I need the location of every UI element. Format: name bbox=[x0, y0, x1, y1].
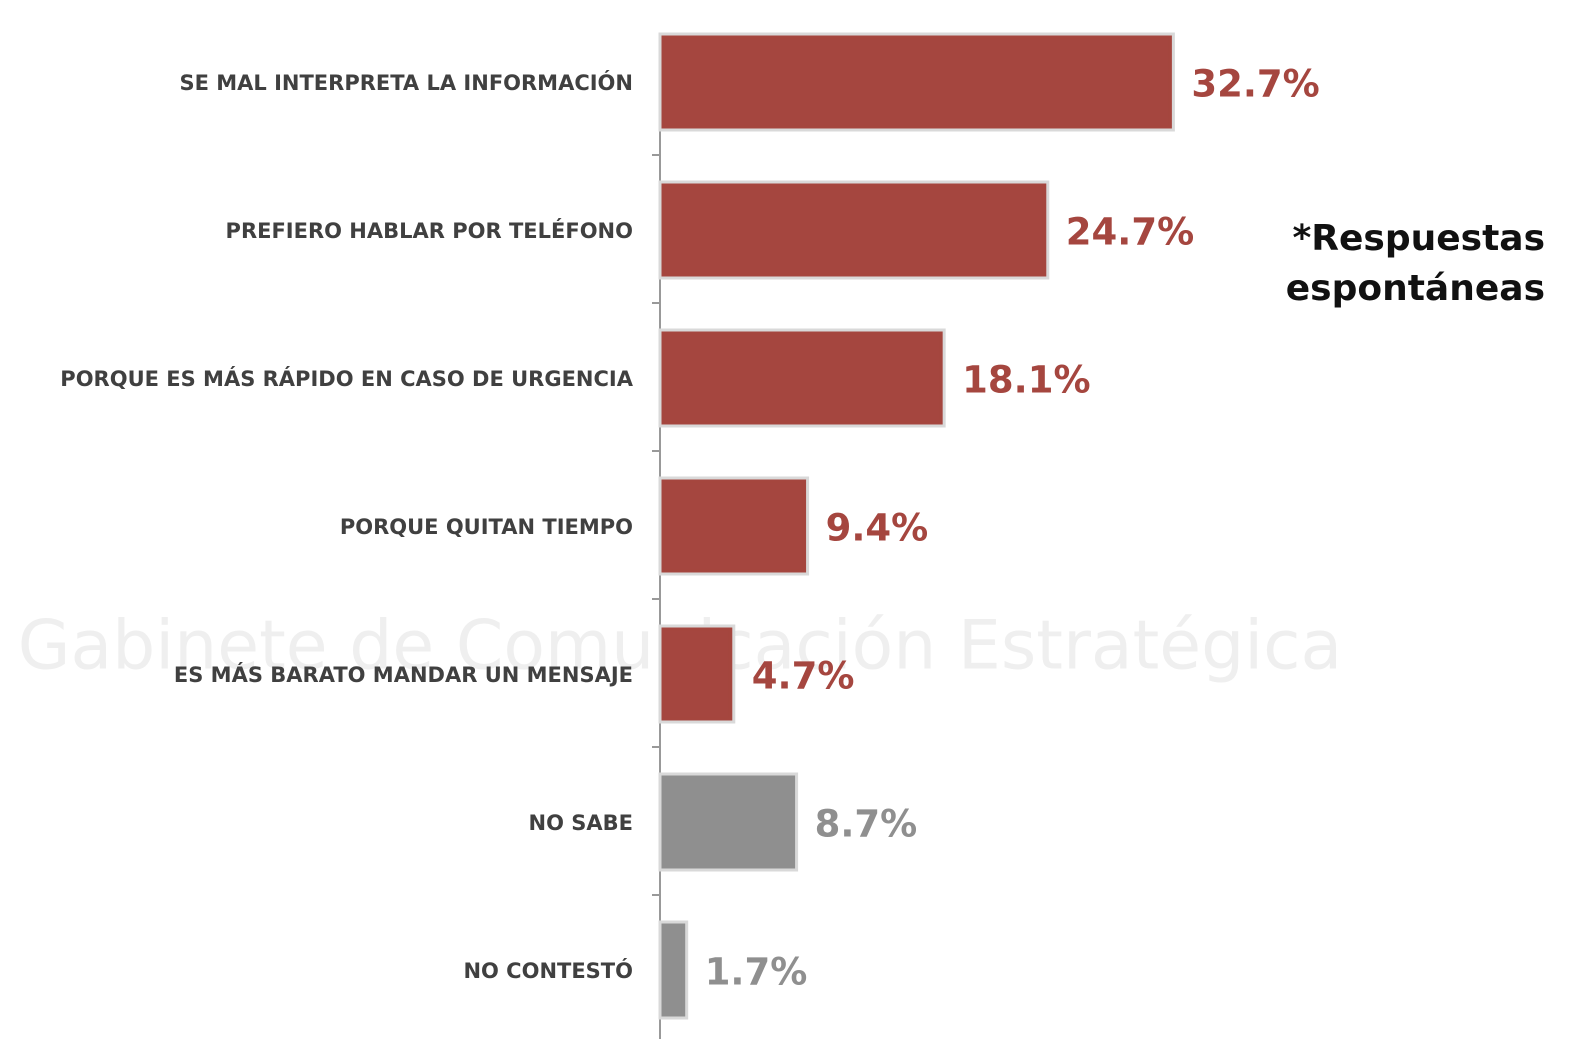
value-label: 9.4% bbox=[826, 507, 929, 550]
value-label: 32.7% bbox=[1191, 63, 1319, 106]
bar bbox=[658, 328, 946, 428]
bar-bevel bbox=[663, 333, 942, 423]
bar-bevel bbox=[663, 481, 805, 571]
value-label: 1.7% bbox=[705, 951, 808, 994]
bar-bevel bbox=[663, 777, 794, 867]
y-tick-label: NO CONTESTÓ bbox=[463, 958, 633, 983]
value-label: 24.7% bbox=[1066, 211, 1194, 254]
y-tick-label: SE MAL INTERPRETA LA INFORMACIÓN bbox=[179, 70, 633, 95]
bar-bevel bbox=[663, 37, 1171, 127]
bar bbox=[658, 32, 1175, 132]
annotation: espontáneas bbox=[1286, 268, 1545, 309]
annotation: *Respuestas bbox=[1292, 218, 1545, 259]
bar bbox=[658, 624, 736, 724]
y-tick-label: PREFIERO HABLAR POR TELÉFONO bbox=[226, 218, 633, 243]
value-label: 18.1% bbox=[962, 359, 1090, 402]
y-tick-label: PORQUE QUITAN TIEMPO bbox=[340, 515, 633, 539]
bar bbox=[658, 476, 810, 576]
bar bbox=[658, 180, 1050, 280]
y-tick-label: PORQUE ES MÁS RÁPIDO EN CASO DE URGENCIA bbox=[60, 366, 633, 391]
bar-bevel bbox=[663, 925, 684, 1015]
value-label: 8.7% bbox=[815, 803, 918, 846]
bar-bevel bbox=[663, 185, 1045, 275]
y-tick-label: NO SABE bbox=[529, 811, 633, 835]
y-tick-label: ES MÁS BARATO MANDAR UN MENSAJE bbox=[174, 662, 633, 687]
bar bbox=[658, 772, 799, 872]
value-label: 4.7% bbox=[752, 655, 855, 698]
bar-bevel bbox=[663, 629, 731, 719]
